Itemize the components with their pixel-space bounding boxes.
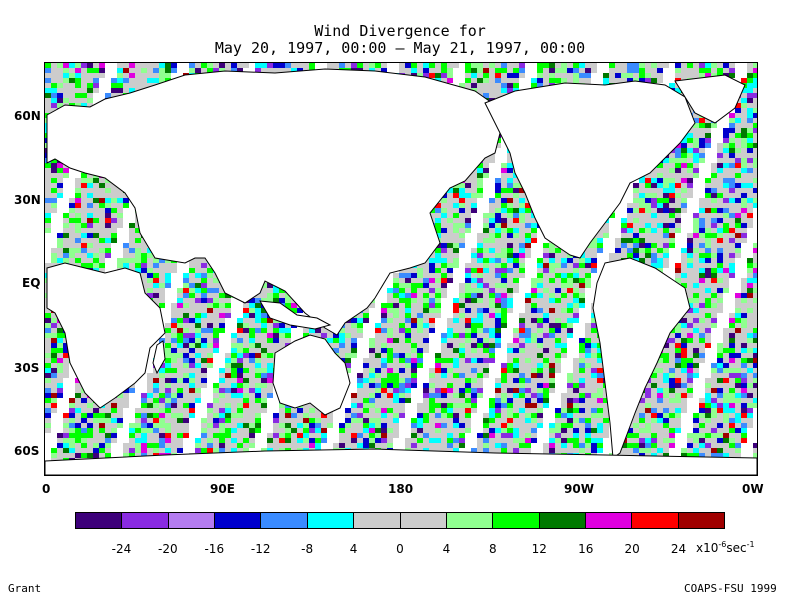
colorbar-label: -8: [301, 542, 314, 556]
footer-right: COAPS-FSU 1999: [684, 582, 777, 595]
south-america-landmass: [592, 257, 691, 459]
north-america-landmass: [484, 80, 696, 259]
colorbar-label: 20: [624, 542, 640, 556]
greenland-landmass: [674, 74, 746, 124]
colorbar-units: x10-6sec-1: [696, 540, 755, 555]
colorbar-label: -12: [250, 542, 271, 556]
title-line-2: May 20, 1997, 00:00 – May 21, 1997, 00:0…: [214, 39, 586, 57]
colorbar-swatch: [539, 513, 586, 528]
colorbar-label: 4: [442, 542, 451, 556]
lon-label-180: 180: [388, 482, 414, 496]
lat-label-30n: 30N: [14, 193, 41, 207]
colorbar-swatch: [493, 513, 540, 528]
colorbar-swatch: [76, 513, 123, 528]
antarctica-landmass: [45, 448, 757, 475]
colorbar-label: 4: [349, 542, 358, 556]
colorbar-swatch: [168, 513, 216, 528]
units-exponent: -6: [718, 540, 727, 549]
title-line-1: Wind Divergence for: [314, 22, 486, 40]
lon-label-90e: 90E: [210, 482, 235, 496]
land-layer: [45, 68, 757, 475]
divergence-map: [45, 63, 757, 475]
lon-label-90w: 90W: [564, 482, 594, 496]
colorbar-swatch: [261, 513, 308, 528]
lon-label-0: 0: [42, 482, 51, 496]
lat-label-60n: 60N: [14, 109, 41, 123]
madagascar-landmass: [152, 340, 166, 375]
colorbar-label: -24: [111, 542, 132, 556]
eurasia-landmass: [46, 68, 516, 336]
africa-landmass: [46, 262, 166, 409]
colorbar-label: 16: [578, 542, 594, 556]
colorbar-swatch: [122, 513, 169, 528]
colorbar-swatch: [585, 513, 633, 528]
colorbar: [75, 512, 725, 529]
units-suffix: sec: [726, 541, 747, 555]
colorbar-swatch: [446, 513, 494, 528]
lat-label-eq: EQ: [22, 276, 41, 290]
units-prefix: x10: [696, 541, 719, 555]
colorbar-label: 0: [396, 542, 404, 556]
colorbar-label: -16: [204, 542, 225, 556]
lat-label-60s: 60S: [14, 444, 40, 458]
colorbar-label: -20: [158, 542, 178, 556]
colorbar-swatch: [307, 513, 355, 528]
footer-left: Grant: [8, 582, 42, 595]
colorbar-swatch: [632, 513, 679, 528]
map-frame: [44, 62, 758, 476]
colorbar-label: 24: [670, 542, 687, 556]
colorbar-swatch: [400, 513, 447, 528]
lon-label-0w: 0W: [742, 482, 764, 496]
colorbar-swatch: [354, 513, 401, 528]
australia-landmass: [272, 334, 351, 416]
indonesia-landmass: [259, 300, 332, 330]
colorbar-label: 8: [489, 542, 497, 556]
units-exponent-2: -1: [746, 540, 755, 549]
colorbar-label: 12: [531, 542, 547, 556]
colorbar-swatch: [678, 513, 725, 528]
colorbar-swatch: [215, 513, 262, 528]
lat-label-30s: 30S: [14, 361, 40, 375]
